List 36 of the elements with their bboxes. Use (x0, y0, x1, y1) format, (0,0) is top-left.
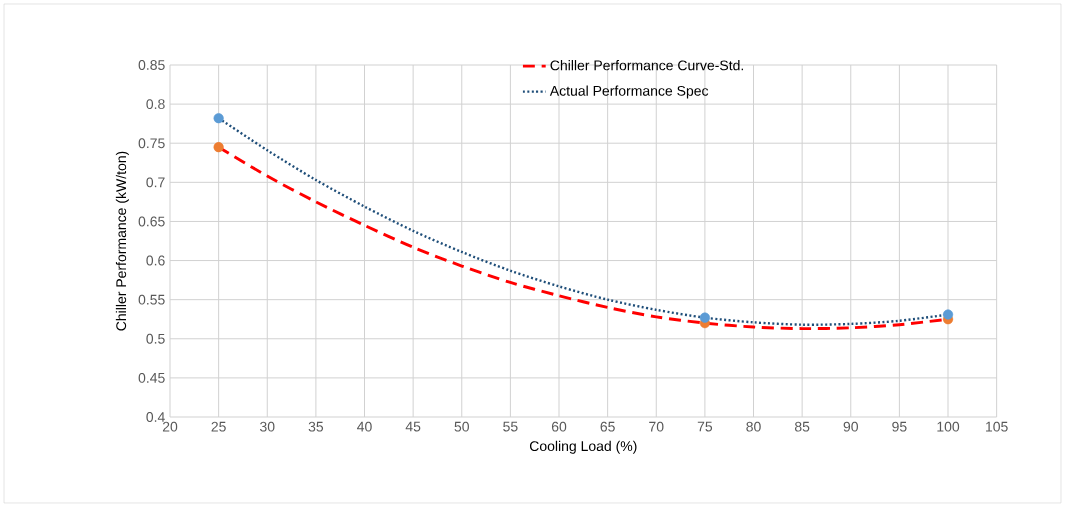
x-tick-label: 90 (843, 421, 858, 432)
y-tick-label: 0.85 (138, 60, 165, 70)
x-tick-label: 60 (551, 421, 567, 432)
x-tick-label: 95 (892, 421, 907, 432)
legend-label: Actual Performance Spec (549, 85, 709, 99)
legend-label: Chiller Performance Curve-Std. (550, 60, 744, 71)
y-tick-label: 0.5 (146, 333, 165, 344)
x-tick-label: 40 (357, 421, 372, 432)
y-tick-label: 0.75 (138, 138, 165, 149)
x-tick-label: 50 (454, 421, 469, 432)
y-tick-label: 0.6 (146, 255, 165, 266)
y-tick-label: 0.8 (146, 99, 165, 110)
x-tick-label: 100 (937, 421, 960, 432)
point (213, 142, 224, 153)
x-tick-label: 85 (794, 421, 810, 432)
point (699, 312, 710, 323)
point (213, 113, 224, 124)
point (942, 309, 954, 320)
x-tick-label: 70 (649, 421, 664, 432)
x-tick-label: 75 (697, 421, 713, 432)
x-tick-label: 65 (600, 421, 615, 432)
y-tick-label: 0.45 (138, 372, 165, 383)
x-tick-label: 25 (211, 421, 226, 432)
y-axis-title: Chiller Performance (kW/ton) (115, 151, 129, 331)
y-tick-label: 0.55 (138, 294, 165, 305)
y-tick-label: 0.7 (146, 177, 165, 188)
x-tick-label: 45 (405, 421, 421, 432)
y-tick-label: 0.65 (138, 216, 165, 227)
x-tick-label: 55 (503, 421, 518, 432)
y-tick-label: 0.4 (146, 412, 165, 422)
x-tick-label: 20 (162, 421, 178, 432)
x-tick-label: 35 (308, 421, 324, 432)
x-axis-title: Cooling Load (%) (529, 440, 637, 454)
x-tick-label: 30 (260, 421, 275, 432)
x-tick-label: 80 (746, 421, 761, 432)
x-tick-label: 105 (986, 421, 1008, 432)
